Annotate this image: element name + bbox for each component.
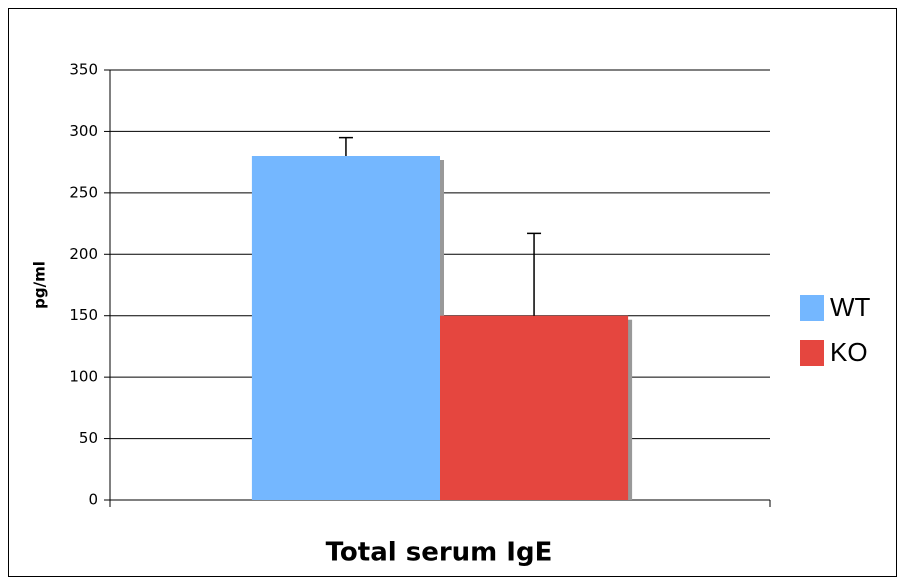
bar (440, 315, 629, 500)
x-axis-title: Total serum IgE (326, 538, 553, 568)
y-tick-label: 350 (69, 61, 98, 79)
legend-label: WT (830, 292, 871, 322)
error-bar (527, 232, 542, 316)
bar (251, 156, 440, 500)
y-tick-label: 100 (69, 368, 98, 386)
legend-swatch (800, 340, 824, 366)
y-tick-label: 300 (69, 122, 98, 140)
y-tick-label: 50 (79, 429, 98, 447)
legend-swatch (800, 295, 824, 321)
y-tick-label: 0 (88, 491, 98, 509)
error-bar (338, 136, 353, 156)
legend-label: KO (830, 337, 868, 367)
y-axis-title: pg/ml (31, 261, 49, 309)
y-tick-label: 250 (69, 183, 98, 201)
y-tick-label: 200 (69, 245, 98, 263)
y-tick-label: 150 (69, 306, 98, 324)
